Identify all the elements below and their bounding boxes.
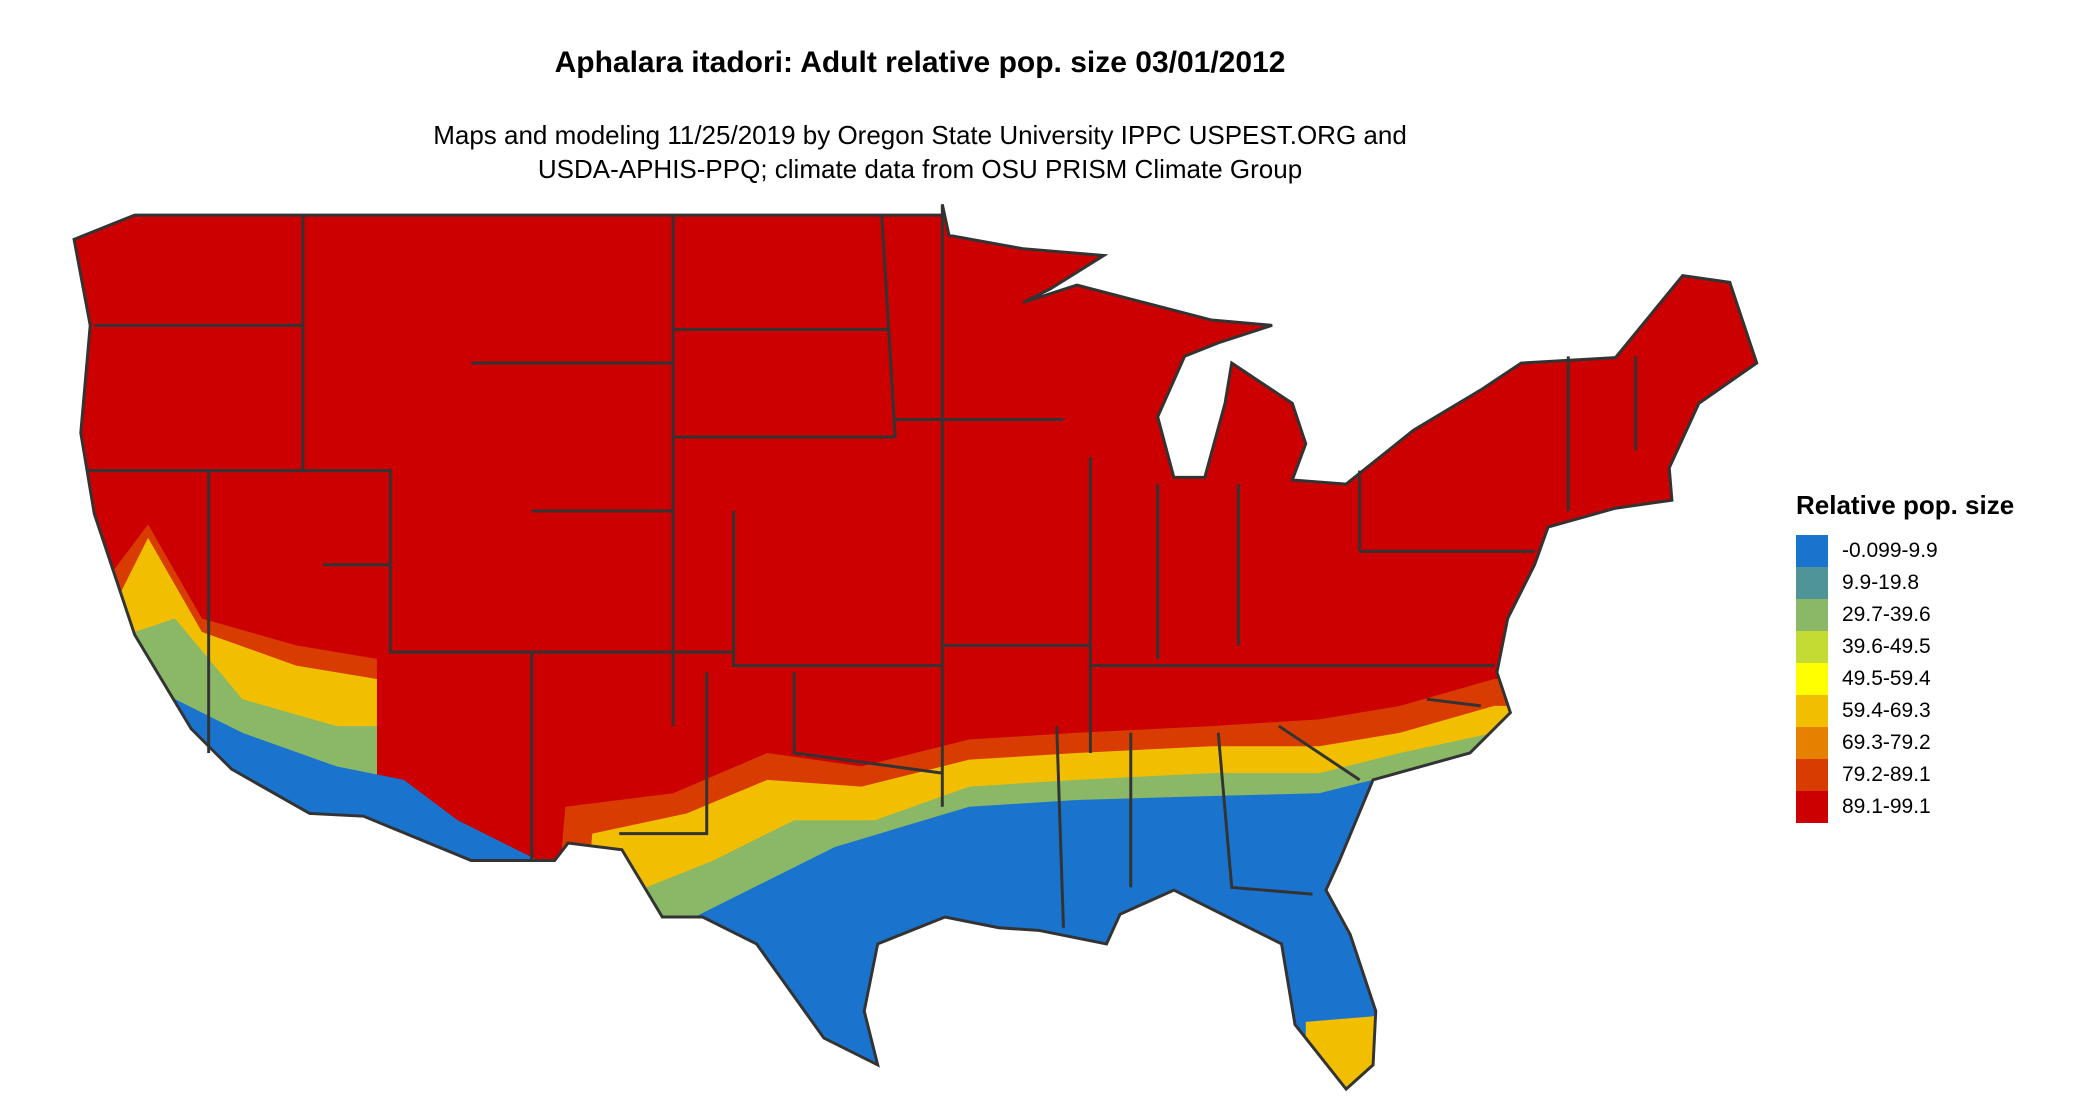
- legend-swatch: [1796, 663, 1828, 695]
- legend-label: 29.7-39.6: [1842, 603, 1931, 626]
- south-florida-band: [1305, 1015, 1387, 1090]
- legend-label: 59.4-69.3: [1842, 699, 1931, 722]
- legend-swatch: [1796, 567, 1828, 599]
- legend-label: 79.2-89.1: [1842, 763, 1931, 786]
- legend-swatch: [1796, 535, 1828, 567]
- legend-items: -0.099-9.9 9.9-19.8 29.7-39.6 39.6-49.5 49.5…: [1796, 535, 2014, 823]
- legend-item: 49.5-59.4: [1796, 663, 2014, 695]
- legend-label: 9.9-19.8: [1842, 571, 1920, 594]
- legend-swatch: [1796, 695, 1828, 727]
- legend-item: -0.099-9.9: [1796, 535, 2014, 567]
- legend-label: -0.099-9.9: [1842, 539, 1938, 562]
- legend-item: 79.2-89.1: [1796, 759, 2014, 791]
- legend-item: 59.4-69.3: [1796, 695, 2014, 727]
- map-title: Aphalara itadori: Adult relative pop. si…: [554, 46, 1286, 79]
- legend-item: 89.1-99.1: [1796, 791, 2014, 823]
- legend-title: Relative pop. size: [1796, 490, 2015, 520]
- legend-item: 69.3-79.2: [1796, 727, 2014, 759]
- state-borders: [72, 202, 1759, 1091]
- subtitle-line-1: Maps and modeling 11/25/2019 by Oregon S…: [433, 120, 1407, 150]
- legend-label: 49.5-59.4: [1842, 667, 1931, 690]
- legend-swatch: [1796, 631, 1828, 663]
- legend-item: 9.9-19.8: [1796, 567, 2014, 599]
- legend-swatch: [1796, 599, 1828, 631]
- legend: Relative pop. size -0.099-9.9 9.9-19.8 29.…: [1796, 490, 2014, 823]
- legend-label: 39.6-49.5: [1842, 635, 1931, 658]
- legend-swatch: [1796, 759, 1828, 791]
- subtitle-line-2: USDA-APHIS-PPQ; climate data from OSU PR…: [537, 154, 1303, 184]
- legend-item: 29.7-39.6: [1796, 599, 2014, 631]
- legend-item: 39.6-49.5: [1796, 631, 2014, 663]
- legend-swatch: [1796, 791, 1828, 823]
- legend-swatch: [1796, 727, 1828, 759]
- legend-label: 69.3-79.2: [1842, 731, 1931, 754]
- legend-label: 89.1-99.1: [1842, 795, 1931, 818]
- map-subtitle: Maps and modeling 11/25/2019 by Oregon S…: [0, 118, 1840, 186]
